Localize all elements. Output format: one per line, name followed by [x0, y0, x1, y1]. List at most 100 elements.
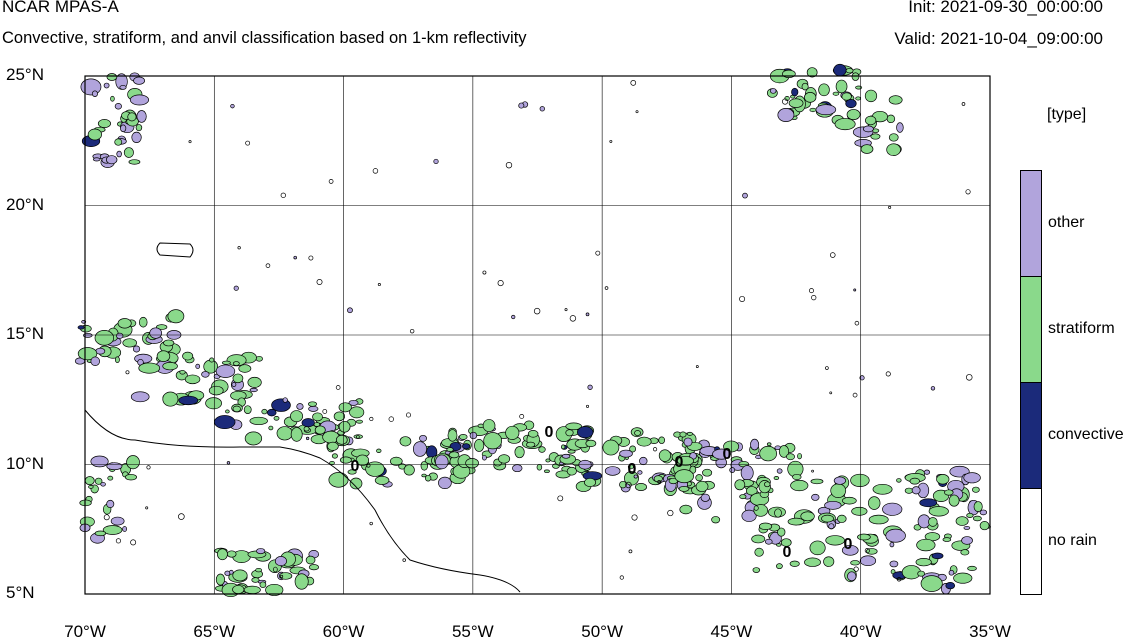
precip-cell	[790, 479, 809, 492]
lat-lon-grid	[85, 76, 990, 594]
precip-cell	[972, 515, 982, 522]
precip-cell	[764, 538, 773, 545]
precip-cell	[788, 98, 804, 108]
precip-cell	[282, 397, 288, 403]
precip-cell	[114, 103, 122, 110]
precip-speck	[739, 295, 746, 302]
precip-cell	[217, 548, 228, 561]
precip-cell	[886, 143, 901, 157]
precip-cell	[678, 485, 690, 492]
precip-cell	[889, 560, 899, 568]
precip-cell	[77, 325, 85, 330]
precip-cell	[276, 426, 293, 441]
precip-speck	[888, 205, 892, 209]
precip-cell	[896, 478, 902, 483]
precip-cell	[865, 548, 878, 555]
precip-speck	[811, 469, 814, 473]
precip-cell	[868, 496, 881, 510]
precip-cell	[376, 448, 382, 453]
precip-speck	[609, 139, 613, 143]
precip-cell	[916, 538, 936, 552]
precip-cell	[777, 108, 795, 122]
precip-cell	[806, 67, 818, 78]
precip-cell	[972, 486, 980, 493]
precip-cell	[637, 470, 643, 475]
precip-speck	[279, 574, 284, 579]
precip-cell	[114, 356, 120, 364]
precip-cell	[841, 544, 859, 556]
precip-cell	[888, 95, 903, 105]
precip-speck	[230, 103, 235, 109]
precip-cell	[683, 437, 693, 447]
precip-cell	[94, 530, 107, 537]
precip-speck	[322, 409, 328, 414]
precip-cell	[789, 560, 800, 567]
legend-title: [type]	[1047, 106, 1087, 123]
precip-speck	[808, 288, 814, 294]
precip-cell	[205, 397, 222, 410]
lon-tick-label: 50°W	[581, 622, 624, 641]
precip-cell	[778, 445, 790, 458]
precip-cell	[100, 482, 106, 487]
precip-speck	[308, 255, 314, 261]
precip-cell	[294, 573, 309, 590]
precip-cell	[374, 475, 390, 485]
precip-speck	[237, 246, 241, 250]
lat-tick-label: 10°N	[6, 453, 44, 473]
precip-speck	[233, 285, 239, 291]
precip-cell	[536, 463, 543, 471]
precip-speck	[829, 252, 836, 258]
precip-speck	[885, 371, 891, 377]
precip-cell	[307, 401, 318, 407]
precip-cell	[116, 332, 124, 339]
precip-cell	[791, 87, 799, 97]
precip-cell	[740, 465, 754, 481]
precip-cell	[786, 453, 795, 461]
precip-speck	[372, 168, 379, 174]
precip-cell	[214, 415, 236, 430]
precip-cell	[110, 95, 115, 102]
colorbar-swatch-no-rain	[1020, 488, 1042, 595]
precip-speck	[829, 391, 833, 395]
lon-tick-label: 60°W	[322, 622, 365, 641]
precip-cell	[979, 509, 988, 516]
precip-cell	[232, 373, 244, 384]
precip-speck	[188, 140, 192, 144]
precip-cell	[127, 112, 137, 122]
precip-cell	[259, 581, 267, 589]
precip-speck	[145, 506, 149, 510]
lat-tick-label: 5°N	[6, 583, 35, 602]
precip-cell	[634, 483, 648, 491]
precip-cell	[889, 542, 895, 548]
precip-cell	[327, 441, 339, 451]
precip-speck	[405, 412, 412, 418]
precip-cell	[695, 474, 703, 482]
precip-cell	[759, 445, 778, 462]
precip-cell	[338, 402, 352, 413]
precip-cell	[278, 572, 293, 580]
precip-cell	[619, 449, 633, 458]
contour-zero-label: 0	[351, 458, 360, 475]
precip-classification-field	[74, 63, 991, 598]
colorbar-swatch-stratiform	[1020, 276, 1042, 383]
precip-cell	[331, 453, 338, 459]
precip-cell	[776, 468, 783, 474]
precip-speck	[628, 549, 633, 554]
precip-cell	[821, 514, 834, 523]
precip-cell	[811, 493, 820, 501]
precip-speck	[657, 480, 662, 484]
precip-cell	[412, 441, 427, 457]
precip-cell	[184, 374, 201, 385]
precip-cell	[841, 92, 852, 101]
precip-cell	[948, 494, 960, 507]
precip-cell	[545, 458, 551, 463]
precip-cell	[446, 447, 454, 452]
precip-speck	[366, 463, 371, 468]
precip-cell	[333, 411, 346, 422]
precip-cell	[347, 469, 357, 475]
precip-cell	[658, 449, 672, 462]
precip-cell	[225, 409, 230, 414]
precip-cell	[919, 498, 938, 508]
precip-cell	[754, 547, 764, 557]
precip-cell	[801, 82, 809, 91]
